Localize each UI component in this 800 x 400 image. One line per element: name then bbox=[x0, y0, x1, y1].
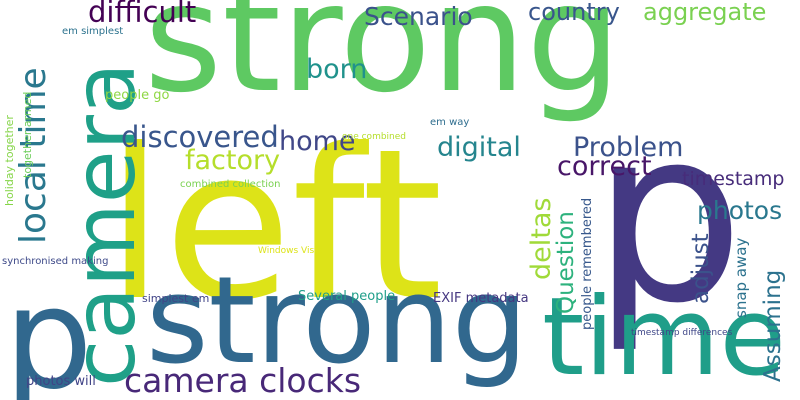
word-scenario: Scenario bbox=[364, 2, 473, 31]
word-camera: camera bbox=[55, 62, 155, 387]
word-home: home bbox=[279, 126, 356, 157]
word-assuming: Assuming bbox=[760, 269, 786, 382]
word-timestamp-differences: timestamp differences bbox=[631, 328, 733, 338]
word-together-armed: together armed bbox=[21, 91, 34, 178]
word-p-left: p bbox=[4, 258, 93, 400]
word-synchronised-making: synchronised making bbox=[2, 256, 109, 267]
word-windows-vista: Windows Vista bbox=[258, 246, 324, 256]
word-em-way: em way bbox=[430, 117, 470, 128]
word-time: time bbox=[542, 275, 787, 400]
word-strong-top: strong bbox=[144, 0, 622, 126]
word-photos: photos bbox=[697, 196, 783, 225]
word-digital: digital bbox=[437, 132, 521, 163]
word-country: country bbox=[528, 0, 620, 26]
word-factory: factory bbox=[185, 145, 281, 176]
word-holiday-together: holiday together bbox=[3, 115, 16, 206]
word-simplest-em: simplest em bbox=[142, 292, 210, 305]
word-discovered: discovered bbox=[121, 120, 279, 154]
word-people-go: people go bbox=[105, 88, 170, 103]
word-left: left bbox=[106, 105, 443, 347]
word-adjust: adjust bbox=[688, 233, 714, 304]
word-snap-away: snap away bbox=[732, 237, 750, 318]
word-deltas: deltas bbox=[526, 197, 557, 280]
word-camera-clocks: camera clocks bbox=[124, 361, 362, 400]
word-photos-will: photos will bbox=[26, 374, 96, 389]
word-timestamp: timestamp bbox=[682, 168, 785, 190]
word-aggregate: aggregate bbox=[643, 0, 767, 26]
word-p-right: p bbox=[592, 76, 745, 356]
word-difficult: difficult bbox=[88, 0, 197, 29]
word-exif-metadata: EXIF metadata bbox=[433, 291, 529, 306]
word-em-simplest: em simplest bbox=[62, 26, 124, 37]
word-one-combined: one combined bbox=[342, 132, 406, 142]
word-combined-collection: combined collection bbox=[180, 179, 281, 190]
word-born: born bbox=[306, 54, 368, 85]
word-people-remembered: people remembered bbox=[580, 197, 595, 330]
word-strong-bottom: strong bbox=[146, 252, 528, 391]
word-question: Question bbox=[553, 211, 579, 314]
word-problem: Problem bbox=[573, 132, 684, 163]
word-several-people: Several people bbox=[298, 289, 396, 304]
word-correct: correct bbox=[557, 151, 652, 182]
